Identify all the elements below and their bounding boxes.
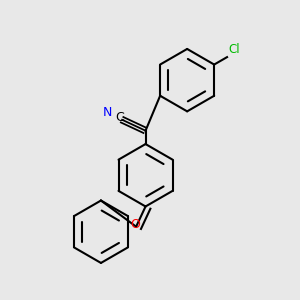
Text: Cl: Cl bbox=[229, 43, 240, 56]
Text: N: N bbox=[103, 106, 112, 119]
Text: C: C bbox=[116, 111, 124, 124]
Text: O: O bbox=[130, 218, 140, 231]
